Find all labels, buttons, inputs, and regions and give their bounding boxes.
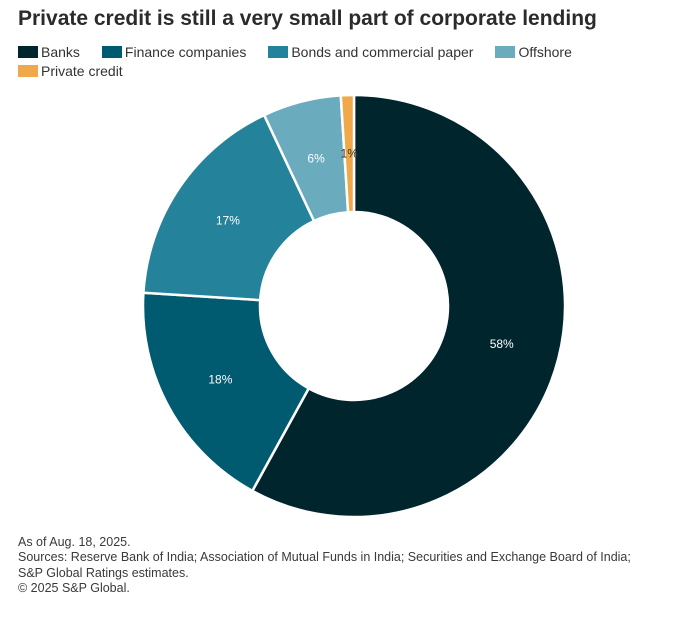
slice-bonds	[142, 113, 316, 302]
legend-swatch-bonds	[268, 46, 289, 58]
legend-item-bonds: Bonds and commercial paper	[268, 44, 473, 60]
slice-finance-companies	[141, 291, 310, 493]
data-label-offshore: 6%	[307, 151, 325, 165]
legend-swatch-banks	[18, 46, 38, 58]
data-label-finance-companies: 18%	[208, 372, 232, 386]
legend-item-private-credit: Private credit	[18, 63, 123, 79]
data-label-banks: 58%	[490, 337, 514, 351]
legend-swatch-finance-companies	[101, 46, 122, 58]
footnote-sources-line2: S&P Global Ratings estimates.	[18, 565, 189, 580]
chart-title: Private credit is still a very small par…	[18, 7, 597, 30]
slice-private-credit	[339, 93, 356, 214]
footnote-copyright: © 2025 S&P Global.	[18, 581, 130, 596]
slice-banks	[251, 93, 567, 519]
legend-swatch-private-credit	[18, 65, 38, 77]
legend-swatch-offshore	[495, 46, 516, 58]
legend-label-private-credit: Private credit	[41, 63, 123, 79]
data-label-private-credit: 1%	[341, 147, 359, 161]
legend-label-offshore: Offshore	[518, 44, 572, 60]
legend-label-bonds: Bonds and commercial paper	[291, 44, 474, 60]
legend-item-banks: Banks	[18, 44, 80, 60]
chart-legend: Banks Finance companies Bonds and commer…	[18, 44, 678, 79]
footnote-as-of: As of Aug. 18, 2025.	[18, 535, 131, 549]
footnotes: As of Aug. 18, 2025. Sources: Reserve Ba…	[18, 535, 631, 597]
data-label-bonds: 17%	[216, 213, 240, 227]
footnote-sources-line1: Sources: Reserve Bank of India; Associat…	[18, 550, 631, 565]
legend-item-offshore: Offshore	[495, 44, 572, 60]
legend-item-finance-companies: Finance companies	[101, 44, 247, 60]
legend-label-banks: Banks	[41, 44, 80, 60]
legend-label-finance-companies: Finance companies	[124, 44, 247, 60]
